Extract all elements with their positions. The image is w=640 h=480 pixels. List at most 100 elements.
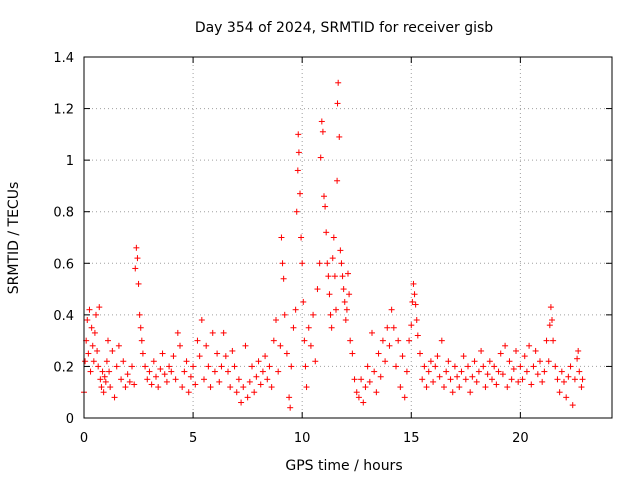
data-point (325, 273, 332, 280)
data-point (475, 368, 482, 375)
data-point (109, 347, 116, 354)
data-point (122, 384, 129, 391)
data-point (84, 317, 91, 324)
data-point (337, 247, 344, 254)
data-point (327, 311, 334, 318)
data-point (218, 363, 225, 370)
data-point (107, 384, 114, 391)
data-point (106, 368, 113, 375)
y-tick-label: 0.8 (53, 206, 74, 221)
x-tick-label: 5 (189, 431, 197, 446)
data-point (454, 373, 461, 380)
data-point (229, 347, 236, 354)
data-point (554, 376, 561, 383)
data-point (94, 347, 101, 354)
data-point (115, 342, 122, 349)
data-point (395, 337, 402, 344)
data-point (157, 366, 164, 373)
data-point (93, 311, 99, 318)
data-point (579, 376, 586, 383)
y-tick-label: 0.4 (53, 309, 74, 324)
data-point (338, 260, 345, 267)
data-point (155, 384, 162, 391)
data-point (90, 358, 97, 365)
data-point (120, 358, 127, 365)
data-point (288, 363, 295, 370)
data-point (135, 280, 142, 287)
chart-title: Day 354 of 2024, SRMTID for receiver gis… (195, 20, 493, 36)
data-point (297, 190, 303, 197)
data-point (480, 363, 487, 370)
data-point (194, 337, 201, 344)
data-point (552, 363, 559, 370)
data-point (201, 376, 207, 383)
data-point (451, 363, 458, 370)
data-point (268, 384, 275, 391)
data-point (225, 368, 231, 375)
data-point (293, 208, 300, 215)
data-point (91, 329, 98, 336)
data-point (328, 324, 335, 331)
data-point (506, 358, 513, 365)
data-point (118, 376, 125, 383)
grid-lines (84, 57, 612, 418)
data-point (425, 368, 432, 375)
data-point (148, 381, 155, 388)
data-point (161, 371, 168, 378)
data-point (303, 384, 310, 391)
data-point (427, 358, 434, 365)
data-point (88, 324, 95, 331)
data-point (86, 306, 93, 313)
data-point (214, 350, 221, 357)
data-point (142, 363, 149, 370)
data-point (403, 368, 410, 375)
data-point (179, 384, 186, 391)
data-point (417, 350, 423, 357)
data-point (134, 255, 141, 262)
data-point (504, 384, 511, 391)
data-point (87, 368, 94, 375)
data-point (222, 353, 229, 360)
data-point (486, 358, 493, 365)
data-point (360, 399, 367, 406)
data-point (168, 368, 175, 375)
data-point (458, 368, 465, 375)
data-point (373, 389, 380, 396)
data-point (103, 358, 110, 365)
x-tick-label: 15 (403, 431, 420, 446)
data-point (150, 358, 157, 365)
data-point (502, 342, 509, 349)
data-point (295, 131, 302, 138)
data-point (567, 363, 574, 370)
data-point (126, 378, 133, 385)
data-point (550, 337, 557, 344)
data-point (124, 371, 131, 378)
data-point (508, 376, 515, 383)
data-point (569, 402, 576, 409)
data-point (227, 384, 234, 391)
data-point (233, 389, 240, 396)
data-point (331, 273, 338, 280)
data-point (281, 311, 288, 318)
data-point (166, 363, 173, 370)
data-point (563, 394, 570, 401)
data-point (209, 329, 216, 336)
data-point (409, 298, 416, 305)
data-point (294, 167, 301, 174)
y-tick-label: 0.6 (53, 257, 74, 272)
data-point (238, 399, 245, 406)
data-point (346, 291, 353, 298)
data-point (528, 381, 535, 388)
data-point (543, 337, 550, 344)
data-point (192, 381, 199, 388)
data-point (482, 384, 489, 391)
data-point (133, 244, 140, 251)
data-points (81, 79, 586, 411)
y-tick-label: 0.2 (53, 360, 74, 375)
data-point (270, 337, 277, 344)
data-point (469, 373, 476, 380)
x-tick-label: 10 (294, 431, 311, 446)
data-point (242, 342, 249, 349)
data-point (441, 384, 447, 391)
data-point (571, 376, 578, 383)
